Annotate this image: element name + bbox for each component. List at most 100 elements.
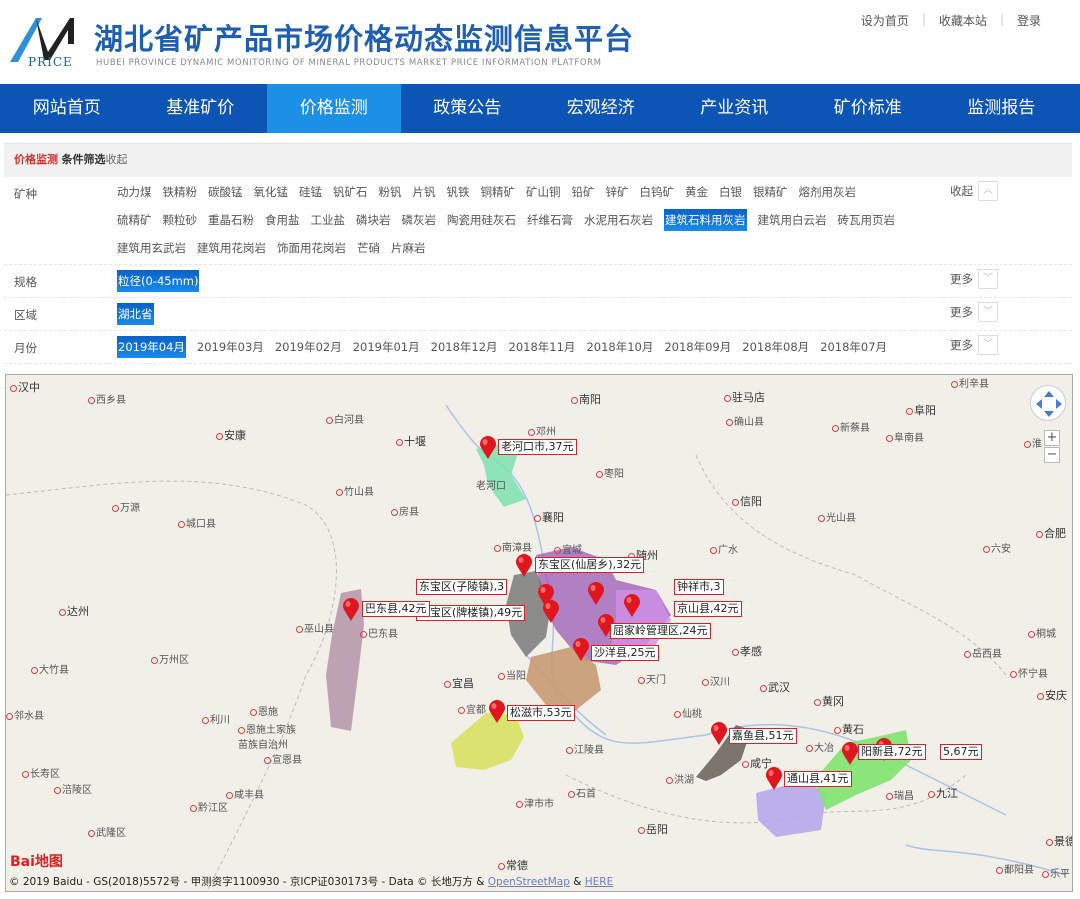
- map-marker-pin-icon[interactable]: [841, 741, 859, 765]
- mineral-option[interactable]: 陶瓷用硅灰石: [447, 213, 516, 227]
- price-label[interactable]: 京山县,42元: [674, 601, 742, 617]
- spec-option[interactable]: 粒径(0-45mm): [117, 270, 200, 292]
- price-label[interactable]: 屈家岭管理区,24元: [610, 623, 711, 639]
- nav-macro-economy[interactable]: 宏观经济: [566, 98, 635, 118]
- mineral-option[interactable]: 铅矿: [571, 185, 595, 199]
- mineral-option[interactable]: 硫精矿: [117, 213, 152, 227]
- login-link[interactable]: 登录: [1016, 14, 1041, 28]
- price-label[interactable]: 东宝区(仙居乡),32元: [535, 557, 645, 573]
- mineral-option[interactable]: 磷灰岩: [401, 213, 437, 227]
- price-label[interactable]: 东宝区(子陵镇),3: [416, 579, 508, 595]
- map-marker-pin-icon[interactable]: [479, 435, 497, 459]
- price-label[interactable]: 钟祥市,3: [674, 579, 724, 595]
- mineral-option[interactable]: 黄金: [685, 185, 708, 199]
- mineral-option[interactable]: 白钨矿: [639, 185, 675, 199]
- month-option[interactable]: 2019年04月: [117, 336, 186, 358]
- mineral-option[interactable]: 碳酸锰: [208, 185, 243, 199]
- month-option[interactable]: 2018年12月: [430, 340, 498, 354]
- nav-industry-news[interactable]: 产业资讯: [700, 98, 769, 118]
- month-option[interactable]: 2018年08月: [742, 340, 810, 354]
- mineral-option[interactable]: 砖瓦用页岩: [837, 213, 896, 227]
- mineral-option[interactable]: 磷块岩: [356, 213, 391, 227]
- mineral-option[interactable]: 工业盐: [310, 213, 346, 227]
- openstreetmap-link[interactable]: OpenStreetMap: [487, 876, 570, 888]
- chevron-down-icon[interactable]: ﹀: [978, 302, 998, 322]
- collapse-filter-link[interactable]: 收起: [105, 153, 128, 166]
- map-marker-pin-icon[interactable]: [342, 597, 360, 621]
- nav-price-standard[interactable]: 矿价标准: [833, 98, 902, 118]
- mineral-option[interactable]: 水泥用石灰岩: [584, 213, 653, 227]
- month-option[interactable]: 2019年02月: [274, 340, 342, 354]
- mineral-option[interactable]: 芒硝: [357, 241, 380, 255]
- chevron-down-icon[interactable]: ﹀: [978, 335, 998, 355]
- month-option[interactable]: 2018年10月: [586, 340, 654, 354]
- month-option[interactable]: 2019年01月: [352, 340, 420, 354]
- map-marker-pin-icon[interactable]: [542, 599, 560, 623]
- mineral-option[interactable]: 食用盐: [265, 213, 300, 227]
- mineral-option[interactable]: 白银: [719, 185, 742, 199]
- nav-home[interactable]: 网站首页: [32, 98, 101, 118]
- price-map[interactable]: 汉中 西乡县 安康 十堰 白河县 竹山县 房县 万源 城口县 达州 巫山县 巴东县 万州区 大竹县 邻水县 利…: [5, 374, 1073, 892]
- mineral-option[interactable]: 硅锰: [299, 185, 322, 199]
- month-option[interactable]: 2018年07月: [820, 340, 888, 354]
- month-option[interactable]: 2018年09月: [664, 340, 732, 354]
- mineral-option[interactable]: 钒矿石: [333, 185, 368, 199]
- mineral-option[interactable]: 纤维石膏: [527, 213, 573, 227]
- price-label[interactable]: 沙洋县,25元: [591, 645, 659, 661]
- mineral-option[interactable]: 建筑用玄武岩: [117, 241, 186, 255]
- mineral-option[interactable]: 铜精矿: [480, 185, 516, 199]
- nav-policy[interactable]: 政策公告: [433, 98, 502, 118]
- map-marker-pin-icon[interactable]: [597, 613, 615, 637]
- mineral-option[interactable]: 建筑用花岗岩: [197, 241, 266, 255]
- month-more-label[interactable]: 更多: [950, 338, 973, 352]
- map-marker-pin-icon[interactable]: [623, 593, 641, 617]
- price-label[interactable]: 5,67元: [940, 744, 982, 760]
- mineral-option[interactable]: 氧化锰: [253, 185, 289, 199]
- mineral-option[interactable]: 矿山铜: [526, 185, 561, 199]
- price-label[interactable]: 巴东县,42元: [362, 601, 430, 617]
- map-marker-pin-icon[interactable]: [515, 553, 533, 577]
- zoom-in-button[interactable]: +: [1044, 430, 1060, 446]
- mineral-option[interactable]: 建筑用白云岩: [757, 213, 827, 227]
- region-option[interactable]: 湖北省: [117, 303, 154, 325]
- map-marker-pin-icon[interactable]: [765, 766, 783, 790]
- pan-control[interactable]: [1030, 385, 1066, 421]
- price-label[interactable]: 松滋市,53元: [507, 705, 575, 721]
- mineral-option[interactable]: 颗粒砂: [162, 213, 198, 227]
- map-marker-pin-icon[interactable]: [587, 581, 605, 605]
- chevron-up-icon[interactable]: ︿: [978, 181, 998, 201]
- nav-benchmark-price[interactable]: 基准矿价: [166, 98, 235, 118]
- mineral-option[interactable]: 片麻岩: [391, 241, 426, 255]
- bookmark-link[interactable]: 收藏本站: [938, 14, 987, 28]
- zoom-out-button[interactable]: −: [1044, 447, 1060, 463]
- map-marker-pin-icon[interactable]: [572, 637, 590, 661]
- here-link[interactable]: HERE: [584, 876, 614, 888]
- map-marker-pin-icon[interactable]: [488, 699, 506, 723]
- mineral-option[interactable]: 重晶石粉: [208, 213, 254, 227]
- month-option[interactable]: 2019年03月: [196, 340, 264, 354]
- mineral-option[interactable]: 建筑石料用灰岩: [664, 209, 747, 231]
- chevron-down-icon[interactable]: ﹀: [978, 269, 998, 289]
- mineral-collapse-label[interactable]: 收起: [950, 184, 973, 198]
- price-label[interactable]: 嘉鱼县,51元: [729, 728, 797, 744]
- price-label[interactable]: 阳新县,72元: [858, 744, 926, 760]
- mineral-option[interactable]: 片钒: [412, 185, 436, 199]
- region-more-label[interactable]: 更多: [950, 305, 973, 319]
- mineral-option[interactable]: 钒铁: [446, 185, 470, 199]
- mineral-option[interactable]: 银精矿: [753, 185, 788, 199]
- price-label[interactable]: 老河口市,37元: [498, 439, 577, 455]
- mineral-option[interactable]: 锌矿: [605, 185, 629, 199]
- price-label[interactable]: 通山县,41元: [784, 771, 852, 787]
- mineral-option[interactable]: 饰面用花岗岩: [277, 241, 346, 255]
- map-marker-pin-icon[interactable]: [710, 721, 728, 745]
- map-marker-pin-icon[interactable]: [537, 583, 555, 607]
- mineral-option[interactable]: 粉钒: [378, 185, 402, 199]
- nav-reports[interactable]: 监测报告: [967, 98, 1036, 118]
- nav-price-monitoring[interactable]: 价格监测: [267, 84, 401, 133]
- month-option[interactable]: 2018年11月: [508, 340, 576, 354]
- spec-more-label[interactable]: 更多: [950, 272, 973, 286]
- mineral-option[interactable]: 熔剂用灰岩: [798, 185, 857, 199]
- price-label[interactable]: 东宝区(牌楼镇),49元: [416, 605, 526, 621]
- mineral-option[interactable]: 铁精粉: [162, 185, 198, 199]
- mineral-option[interactable]: 动力煤: [117, 185, 152, 199]
